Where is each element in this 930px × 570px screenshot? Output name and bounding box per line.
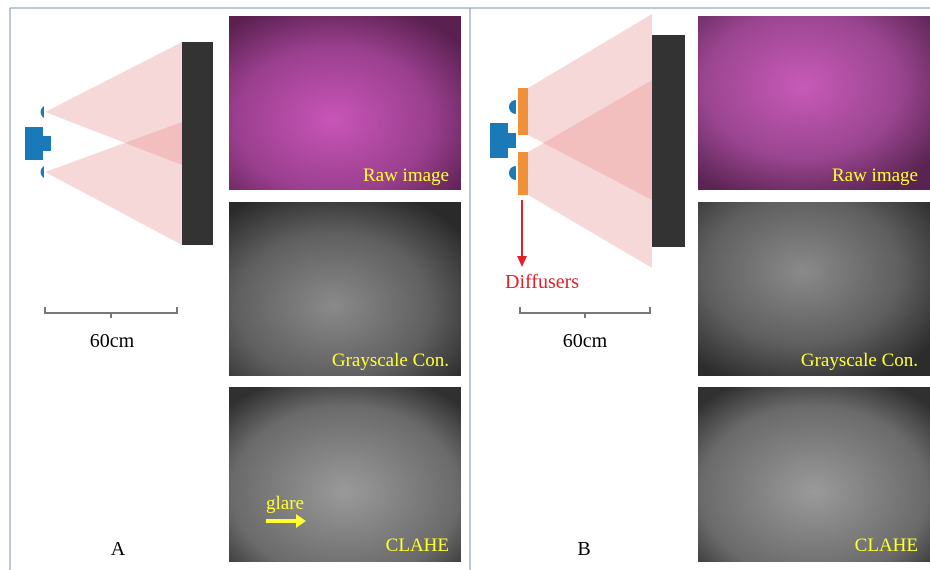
light [40, 106, 44, 118]
light-beam [45, 122, 182, 245]
light-beam [528, 80, 652, 268]
image-label: CLAHE [386, 535, 449, 556]
panel-label: A [111, 538, 126, 560]
raw-image [229, 16, 461, 190]
setup-b: Diffusers 60cm B [490, 14, 685, 560]
light-beam [45, 42, 182, 165]
clahe-image [698, 387, 930, 562]
raw-image [698, 16, 930, 190]
camera [490, 123, 508, 158]
grayscale-image [229, 202, 461, 376]
light [509, 100, 516, 114]
light [509, 166, 516, 180]
arrow-head [517, 256, 527, 267]
annotation: Diffusers [505, 271, 579, 293]
scale-bar [44, 307, 178, 318]
image-label: Grayscale Con. [801, 350, 918, 371]
light-beam [528, 14, 652, 200]
wall [182, 42, 213, 245]
grayscale-image [698, 202, 930, 376]
annotation: glare [266, 493, 304, 514]
diffuser [518, 88, 528, 135]
clahe-image [229, 387, 461, 562]
wall [652, 35, 685, 247]
scale-label: 60cm [90, 330, 135, 352]
light [40, 166, 44, 178]
camera-lens [43, 136, 51, 151]
image-label: CLAHE [855, 535, 918, 556]
arrow-head [296, 514, 306, 528]
setup-a: 60cm A [25, 42, 213, 560]
camera [25, 127, 43, 160]
scale-label: 60cm [563, 330, 608, 352]
image-label: Raw image [363, 165, 449, 186]
image-label: Raw image [832, 165, 918, 186]
scale-bar [519, 307, 651, 318]
image-label: Grayscale Con. [332, 350, 449, 371]
diffuser [518, 152, 528, 195]
panel-label: B [577, 538, 590, 560]
camera-lens [508, 133, 516, 148]
